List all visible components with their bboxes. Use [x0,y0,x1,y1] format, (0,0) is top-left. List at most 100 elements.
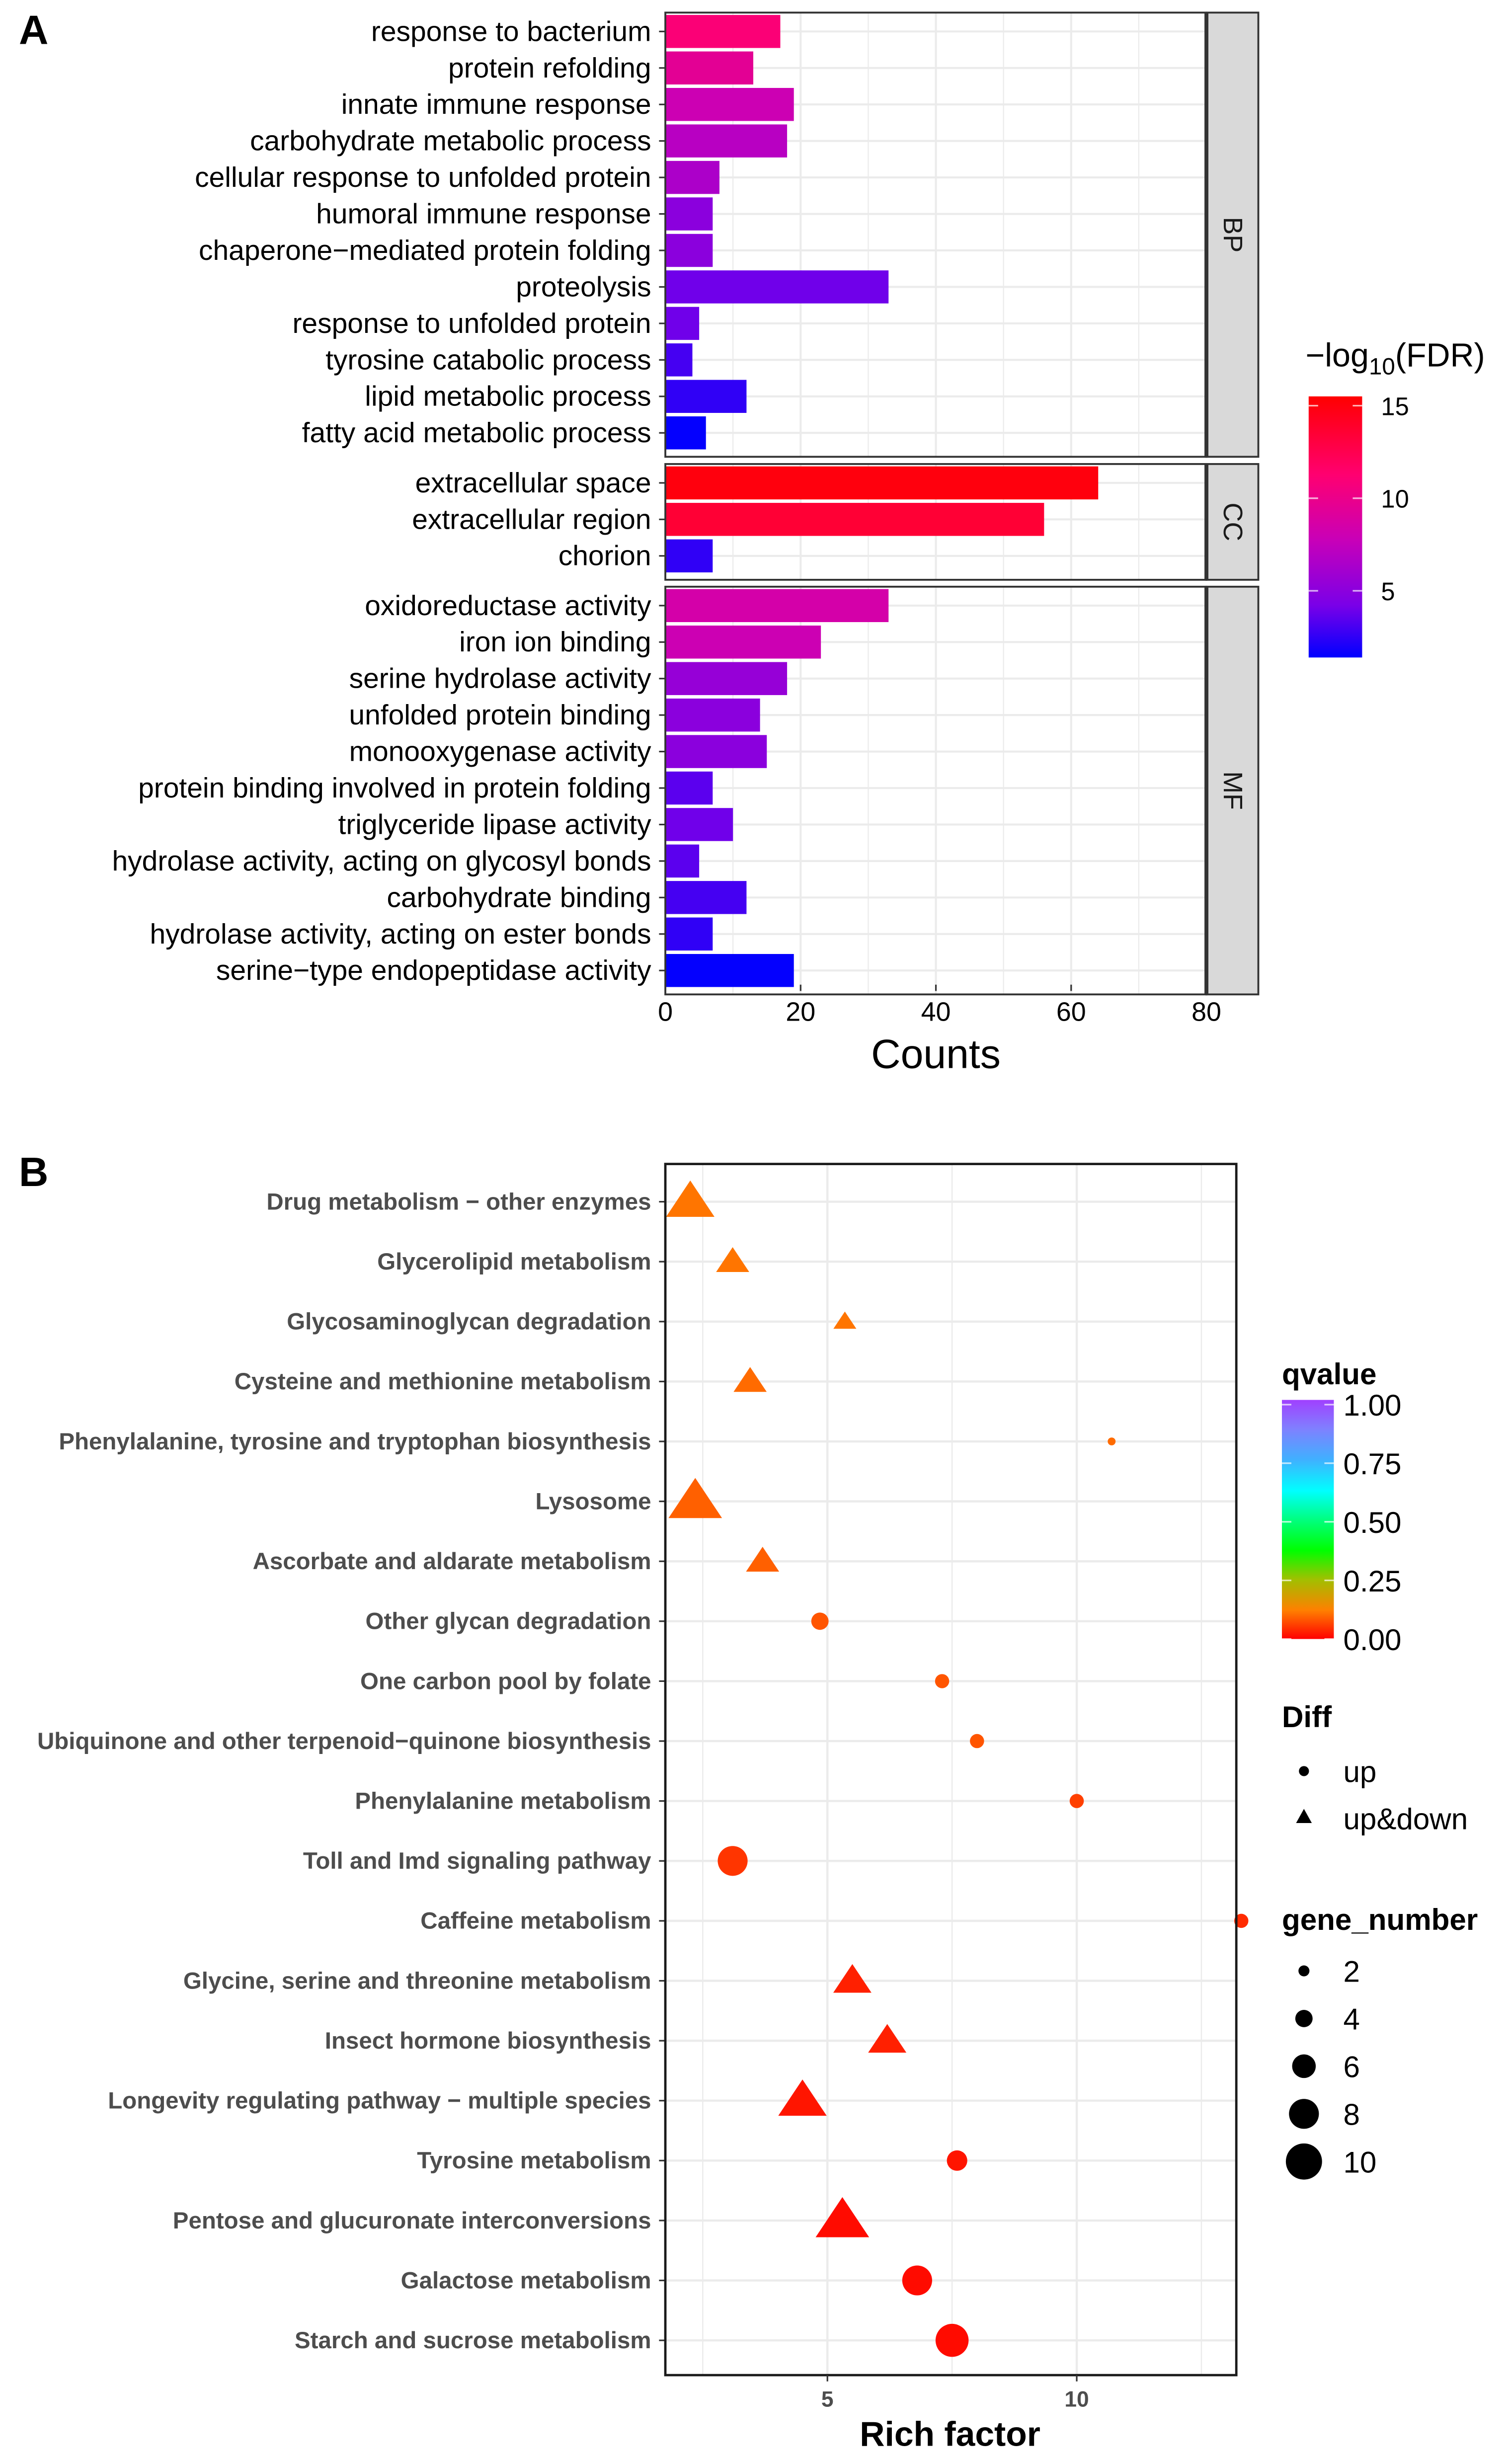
color-bar-label: 15 [1381,392,1409,420]
point-up [902,2265,932,2296]
size-legend-title: gene_number [1282,1903,1478,1936]
category-label: protein binding involved in protein fold… [138,772,651,804]
category-label: extracellular space [415,467,651,499]
category-label: serine−type endopeptidase activity [216,954,651,986]
facet-mf: oxidoreductase activity iron ion binding s… [112,585,1260,996]
pathway-label: Galactose metabolism [401,2267,651,2294]
x-tick-label: 0 [658,997,673,1027]
x-tick-label: 40 [921,997,951,1027]
panel-a-bar-chart: response to bacterium protein refolding in… [112,11,1485,1077]
category-label: innate immune response [341,88,651,120]
size-legend-symbol [1289,2099,1319,2129]
facet-strip [1205,463,1260,581]
pathway-label: Tyrosine metabolism [417,2147,651,2174]
bar [665,735,767,768]
point-up-and-down [778,2079,827,2116]
qvalue-label: 1.00 [1343,1389,1401,1422]
bar [665,416,706,450]
pathway-label: Caffeine metabolism [420,1908,651,1934]
bar [665,307,700,340]
bar [665,197,713,231]
diff-up-symbol [1299,1766,1309,1776]
diff-legend-title: Diff [1282,1700,1332,1734]
bar [665,589,889,623]
x-axis-title: Counts [871,1031,1001,1077]
pathway-label: One carbon pool by folate [360,1668,651,1694]
pathway-label: Cysteine and methionine metabolism [235,1368,651,1395]
category-label: oxidoreductase activity [365,590,651,622]
legend-title-subscript: 10 [1369,353,1395,380]
bar [665,698,760,732]
diff-legend-label: up [1343,1755,1376,1789]
category-label: cellular response to unfolded protein [195,161,651,193]
bar [665,844,700,878]
size-legend-symbol [1298,1965,1310,1977]
qvalue-label: 0.00 [1343,1623,1401,1657]
category-label: fatty acid metabolic process [302,417,651,449]
bar [665,503,1044,536]
category-label: chaperone−mediated protein folding [199,235,651,266]
color-bar [1308,396,1362,658]
bar [665,881,747,914]
size-legend-label: 8 [1343,2098,1359,2131]
bar [665,380,747,413]
pathway-label: Glycine, serine and threonine metabolism [183,1968,651,1994]
facet-strip [1205,11,1260,458]
category-label: serine hydrolase activity [349,663,651,695]
pathway-label: Phenylalanine metabolism [355,1788,651,1814]
point-up-and-down [668,1478,722,1518]
bar [665,270,889,304]
pathway-label: Ascorbate and aldarate metabolism [253,1548,651,1575]
size-legend-label: 10 [1343,2146,1376,2179]
bar [665,625,821,659]
pathway-label: Ubiquinone and other terpenoid−quinone b… [37,1728,651,1754]
x-tick-label: 10 [1064,2387,1089,2411]
bar [665,15,781,48]
legend-title-prefix: −log [1305,337,1369,374]
pathway-label: Toll and Imd signaling pathway [303,1848,651,1874]
bar [665,539,713,572]
qvalue-legend-title: qvalue [1282,1357,1376,1391]
point-up-and-down [833,1964,872,1993]
bar [665,466,1099,500]
size-legend-symbol [1295,2010,1313,2027]
qvalue-color-bar [1281,1400,1334,1639]
qvalue-label: 0.75 [1343,1447,1401,1481]
pathway-label: Insect hormone biosynthesis [325,2028,651,2054]
plot-border [664,1163,1238,2377]
color-bar-label: 5 [1381,577,1395,606]
point-up-and-down [716,1247,749,1272]
x-tick-label: 60 [1056,997,1086,1027]
facet-strip [1205,585,1260,996]
category-label: chorion [558,540,651,572]
size-legend-symbol [1285,2143,1322,2180]
qvalue-label: 0.25 [1343,1565,1401,1598]
x-axis-title: Rich factor [860,2415,1040,2454]
point-up-and-down [733,1367,767,1392]
category-label: extracellular region [412,503,651,535]
qvalue-label: 0.50 [1343,1506,1401,1539]
panel-label-a: A [19,7,48,53]
bar [665,234,713,267]
facet-strip-label: MF [1218,771,1248,810]
category-label: carbohydrate metabolic process [250,125,651,157]
pathway-label: Phenylalanine, tyrosine and tryptophan b… [59,1429,651,1455]
point-up [935,1674,950,1688]
point-up-and-down [666,1180,715,1217]
legend-title: −log10(FDR) [1305,337,1485,380]
point-up [1108,1437,1116,1445]
point-up [935,2323,969,2357]
color-bar-label: 10 [1381,485,1409,513]
point-up [970,1734,984,1749]
category-label: lipid metabolic process [365,381,651,412]
pathway-label: Glycerolipid metabolism [377,1249,651,1275]
diff-up-and-down-symbol [1296,1809,1312,1823]
pathway-label: Other glycan degradation [366,1608,651,1635]
bar [665,771,713,805]
category-label: response to bacterium [371,15,651,47]
category-label: protein refolding [448,52,651,84]
pathway-label: Lysosome [536,1488,651,1514]
bar [665,343,693,377]
category-label: unfolded protein binding [349,699,651,731]
